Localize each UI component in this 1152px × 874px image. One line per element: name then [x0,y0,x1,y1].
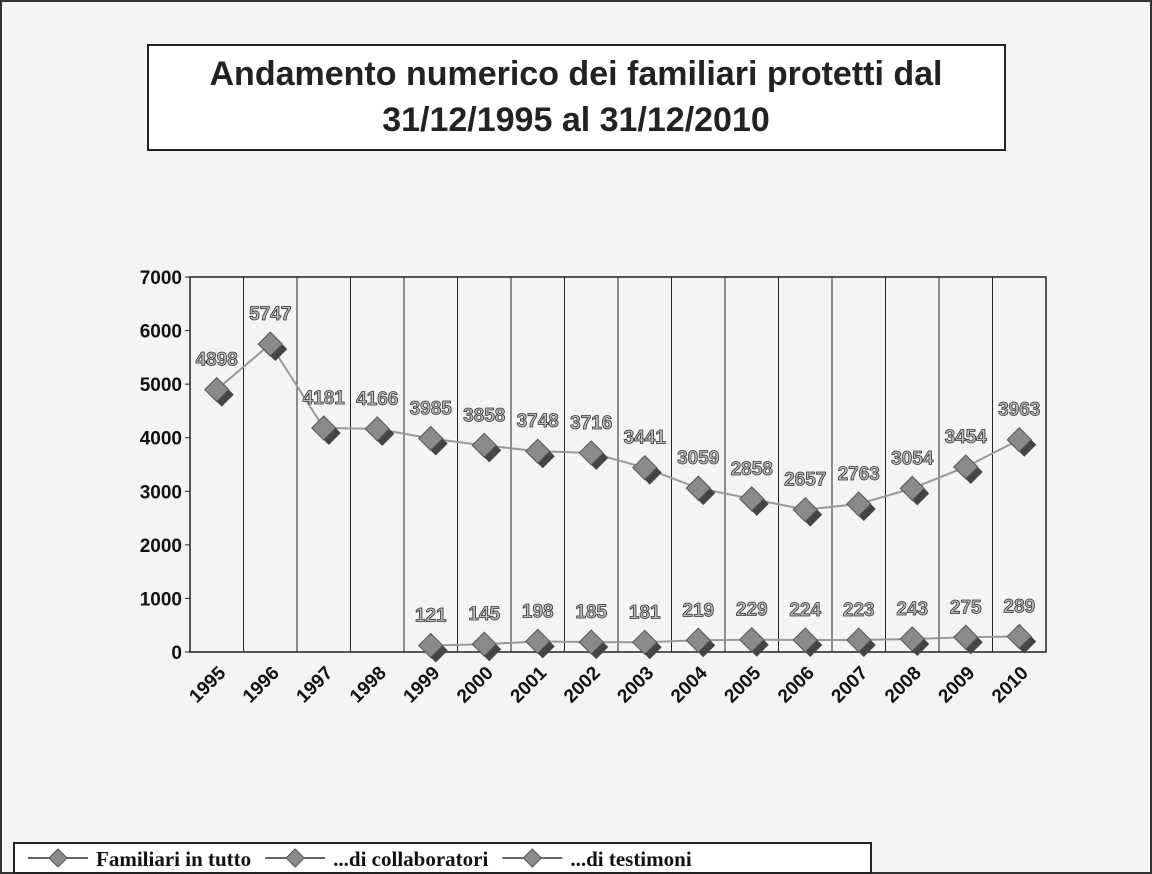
data-label: 3963 [998,400,1040,421]
data-label: 3454 [945,427,988,448]
legend-label: ...di collaboratori [333,847,488,871]
data-label: 223 [843,600,875,621]
data-label: 4166 [356,389,398,410]
y-tick-label: 6000 [140,322,182,343]
data-label: 4181 [303,388,346,409]
data-label: 3441 [624,428,667,449]
data-label: 5747 [249,304,291,325]
data-label: 3059 [677,448,719,469]
data-label: 181 [629,602,661,623]
chart: Andamento numerico dei familiari protett… [0,0,1152,874]
y-tick-label: 3000 [140,482,182,503]
y-tick-label: 7000 [140,268,182,289]
legend-label: Familiari in tutto [96,847,251,871]
data-label: 3054 [891,448,934,469]
data-label: 3985 [410,399,453,420]
data-label: 243 [896,599,928,620]
legend-label: ...di testimoni [570,847,692,871]
y-tick-label: 5000 [140,375,182,396]
y-tick-label: 2000 [140,536,182,557]
data-label: 219 [682,600,714,621]
data-label: 2858 [731,459,773,480]
data-label: 3748 [517,411,559,432]
data-label: 121 [415,606,447,627]
data-label: 3716 [570,413,612,434]
y-tick-label: 4000 [140,429,182,450]
data-label: 224 [789,600,821,621]
data-label: 289 [1003,597,1035,618]
data-label: 4898 [196,350,238,371]
data-label: 198 [522,601,554,622]
data-label: 275 [950,597,982,618]
data-label: 145 [468,604,500,625]
y-tick-label: 0 [171,643,182,664]
data-label: 3858 [463,405,505,426]
data-label: 229 [736,600,768,621]
data-label: 185 [575,602,607,623]
data-label: 2657 [784,470,826,491]
data-label: 2763 [838,464,880,485]
y-tick-label: 1000 [140,589,182,610]
